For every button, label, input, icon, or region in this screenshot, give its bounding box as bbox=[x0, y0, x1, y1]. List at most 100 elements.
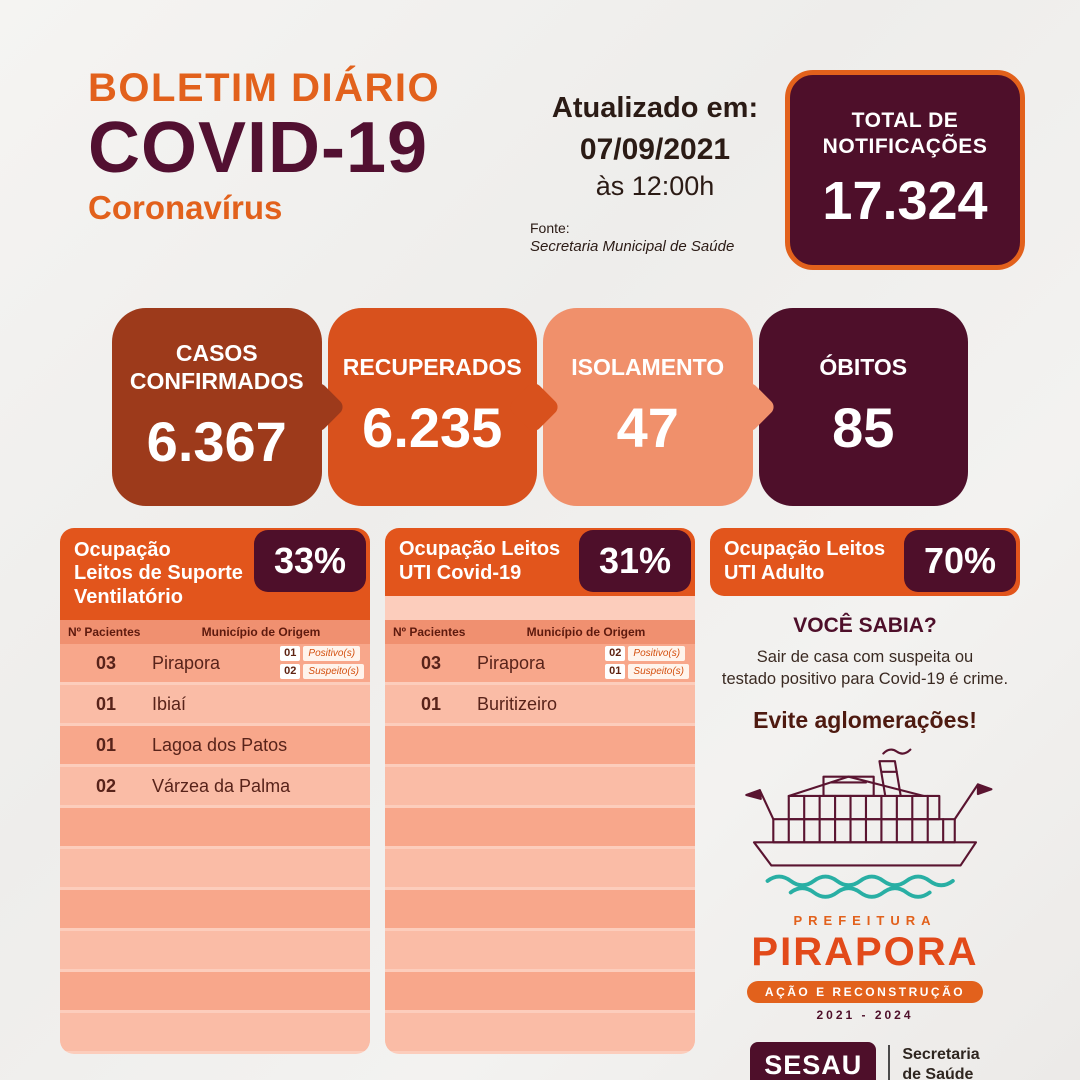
sesau-logo-block: SESAU Secretaria de Saúde bbox=[710, 1041, 1020, 1080]
table-header-row: Nº Pacientes Município de Origem bbox=[385, 620, 695, 644]
total-notifications-card: TOTAL DE NOTIFICAÇÕES 17.324 bbox=[785, 70, 1025, 270]
stats-row: CASOS CONFIRMADOS 6.367 RECUPERADOS 6.23… bbox=[112, 308, 968, 506]
header-title-block: BOLETIM DIÁRIO COVID-19 Coronavírus bbox=[88, 66, 440, 227]
stat-label: ISOLAMENTO bbox=[571, 353, 725, 380]
mandate-years: 2021 - 2024 bbox=[816, 1007, 914, 1022]
patient-count: 03 bbox=[95, 652, 117, 673]
table-row: 01 Ibiaí bbox=[60, 685, 370, 723]
avoid-crowds-warning: Evite aglomerações! bbox=[753, 706, 977, 733]
occupancy-percent-badge: 70% bbox=[904, 530, 1016, 592]
badge-label: Suspeito(s) bbox=[628, 664, 689, 679]
stat-value: 6.235 bbox=[362, 396, 503, 460]
badge-count: 02 bbox=[605, 646, 626, 661]
table-row bbox=[60, 808, 370, 846]
panel-header: Ocupação Leitos de Suporte Ventilatório … bbox=[60, 528, 370, 620]
stat-card-confirmed: CASOS CONFIRMADOS 6.367 bbox=[112, 308, 322, 506]
origin-city: Pirapora bbox=[477, 652, 546, 673]
status-badge: 01 Positivo(s) bbox=[280, 646, 364, 661]
column-header-patients: Nº Pacientes bbox=[393, 625, 466, 639]
column-header-patients: Nº Pacientes bbox=[68, 625, 141, 639]
stat-label: ÓBITOS bbox=[819, 353, 908, 380]
panel-table: Nº Pacientes Município de Origem 03 Pirap… bbox=[60, 620, 370, 1054]
stat-card-deaths: ÓBITOS 85 bbox=[758, 308, 968, 506]
table-header-row: Nº Pacientes Município de Origem bbox=[60, 620, 370, 644]
panel-title: Ocupação Leitos UTI Covid-19 bbox=[399, 538, 561, 584]
panel-ventilatory-beds: Ocupação Leitos de Suporte Ventilatório … bbox=[60, 528, 370, 1054]
panel-header: Ocupação Leitos UTI Covid-19 31% bbox=[385, 528, 695, 596]
stat-value: 6.367 bbox=[146, 410, 287, 474]
status-badge: 02 Positivo(s) bbox=[605, 646, 689, 661]
ribbon-slogan: AÇÃO E RECONSTRUÇÃO bbox=[746, 980, 984, 1003]
covid-title: COVID-19 bbox=[88, 108, 429, 188]
origin-city: Ibiaí bbox=[152, 693, 187, 714]
table-row bbox=[385, 931, 695, 969]
stat-card-recovered: RECUPERADOS 6.235 bbox=[327, 308, 537, 506]
updated-date: 07/09/2021 bbox=[579, 133, 731, 166]
table-row: 01 Buritizeiro bbox=[385, 685, 695, 723]
status-badges: 02 Positivo(s) 01 Suspeito(s) bbox=[605, 646, 689, 679]
table-body: 03 Pirapora 02 Positivo(s) 01 Suspeito(s) 01 Bu… bbox=[385, 644, 695, 1051]
table-row bbox=[60, 972, 370, 1010]
table-row bbox=[60, 849, 370, 887]
table-body: 03 Pirapora 01 Positivo(s) 02 Suspeito(s) 01 Ib… bbox=[60, 644, 370, 1051]
status-badge: 01 Suspeito(s) bbox=[605, 664, 689, 679]
status-badge: 02 Suspeito(s) bbox=[280, 664, 364, 679]
table-row: 03 Pirapora 01 Positivo(s) 02 Suspeito(s) bbox=[60, 644, 370, 682]
origin-city: Várzea da Palma bbox=[152, 775, 291, 796]
table-row bbox=[385, 726, 695, 764]
updated-label: Atualizado em: bbox=[551, 92, 759, 124]
table-row bbox=[385, 808, 695, 846]
origin-city: Pirapora bbox=[152, 652, 221, 673]
stat-label: CASOS CONFIRMADOS bbox=[129, 339, 304, 394]
source-label: Fonte: bbox=[530, 220, 570, 236]
stat-card-isolation: ISOLAMENTO 47 bbox=[543, 308, 753, 506]
table-row bbox=[385, 849, 695, 887]
panel-header: Ocupação Leitos UTI Adulto 70% bbox=[710, 528, 1020, 596]
table-row bbox=[385, 1013, 695, 1051]
table-row: 03 Pirapora 02 Positivo(s) 01 Suspeito(s) bbox=[385, 644, 695, 682]
column-header-origin: Município de Origem bbox=[526, 625, 646, 639]
patient-count: 01 bbox=[95, 693, 117, 714]
patient-count: 01 bbox=[95, 734, 117, 755]
badge-count: 01 bbox=[280, 646, 301, 661]
panel-title: Ocupação Leitos de Suporte Ventilatório bbox=[74, 538, 243, 608]
riverboat-illustration bbox=[710, 740, 1020, 911]
badge-label: Positivo(s) bbox=[628, 646, 686, 661]
patient-count: 01 bbox=[420, 693, 442, 714]
total-notifications-label: TOTAL DE NOTIFICAÇÕES bbox=[822, 108, 988, 158]
occupancy-percent-badge: 33% bbox=[254, 530, 366, 592]
city-logo-name: PIRAPORA bbox=[751, 929, 979, 974]
table-row bbox=[60, 890, 370, 928]
status-badges: 01 Positivo(s) 02 Suspeito(s) bbox=[280, 646, 364, 679]
panel-covid-icu-beds: Ocupação Leitos UTI Covid-19 31% Nº Paci… bbox=[385, 528, 695, 1054]
stat-value: 47 bbox=[616, 396, 679, 460]
panel-title: Ocupação Leitos UTI Adulto bbox=[724, 538, 886, 584]
origin-city: Buritizeiro bbox=[477, 693, 558, 714]
patient-count: 03 bbox=[420, 652, 442, 673]
table-row: 02 Várzea da Palma bbox=[60, 767, 370, 805]
table-row bbox=[385, 890, 695, 928]
updated-time: às 12:00h bbox=[595, 171, 715, 201]
panel-table: Nº Pacientes Município de Origem 03 Pirap… bbox=[385, 596, 695, 1054]
sesau-logo: SESAU bbox=[750, 1041, 877, 1080]
badge-label: Positivo(s) bbox=[303, 646, 361, 661]
occupancy-percent-badge: 31% bbox=[579, 530, 691, 592]
table-row bbox=[385, 972, 695, 1010]
table-row bbox=[60, 931, 370, 969]
badge-count: 01 bbox=[605, 664, 626, 679]
origin-city: Lagoa dos Patos bbox=[152, 734, 288, 755]
did-you-know-text: Sair de casa com suspeita ou testado pos… bbox=[721, 648, 1009, 689]
patient-count: 02 bbox=[95, 775, 117, 796]
source-block: Fonte: Secretaria Municipal de Saúde bbox=[530, 220, 780, 255]
stat-label: RECUPERADOS bbox=[342, 353, 522, 380]
coronavirus-subtitle: Coronavírus bbox=[88, 188, 283, 226]
source-value: Secretaria Municipal de Saúde bbox=[530, 238, 735, 255]
prefeitura-label: PREFEITURA bbox=[793, 912, 937, 928]
table-row bbox=[385, 767, 695, 805]
total-notifications-value: 17.324 bbox=[822, 171, 988, 232]
table-row: 01 Lagoa dos Patos bbox=[60, 726, 370, 764]
updated-block: Atualizado em: 07/09/2021 às 12:00h Font… bbox=[530, 92, 780, 255]
badge-count: 02 bbox=[280, 664, 301, 679]
stat-value: 85 bbox=[832, 396, 895, 460]
